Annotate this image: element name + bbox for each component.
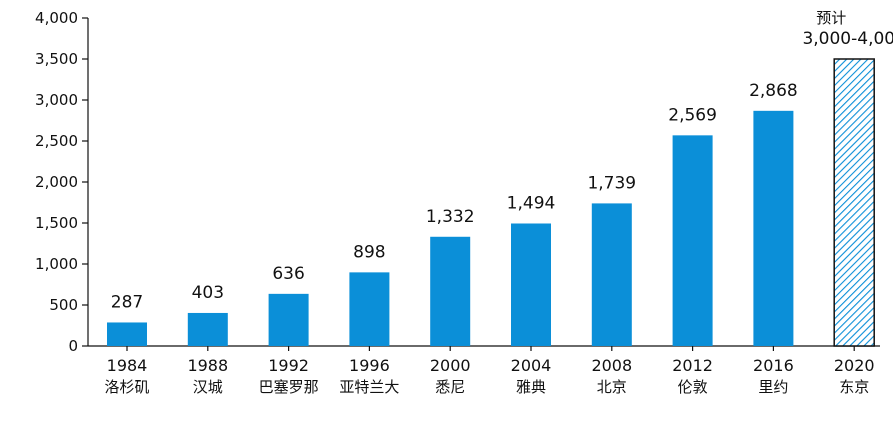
data-label: 1,494 [507,193,556,213]
x-tick-year-label: 2020 [834,356,875,375]
y-tick-label: 1,500 [35,214,78,232]
y-tick-label: 500 [49,296,78,314]
forecast-note: 预计 [816,9,846,27]
x-tick-city-label: 伦敦 [678,378,708,396]
x-tick-city-label: 汉城 [193,378,223,396]
x-tick-city-label: 北京 [597,378,627,396]
bar [591,203,632,346]
data-label: 3,000-4,000 [802,29,893,49]
x-axis: 1984 洛杉矶 1988 汉城 1992 巴塞罗那 1996 亚特兰大 2000 悉尼 2004 雅… [88,345,880,396]
bar [349,272,390,346]
bar [187,312,228,346]
x-tick-city-label: 悉尼 [435,378,465,396]
bar [672,135,713,346]
y-tick-label: 0 [68,337,78,355]
y-tick-label: 1,000 [35,255,78,273]
x-tick-year-label: 1996 [349,356,390,375]
y-tick-label: 3,000 [35,91,78,109]
data-label: 1,332 [426,207,475,227]
x-tick-year-label: 1984 [107,356,148,375]
y-tick-label: 2,000 [35,173,78,191]
data-label: 2,868 [749,81,798,101]
x-tick-city-label: 巴塞罗那 [259,378,319,396]
data-label: 287 [111,292,143,312]
data-label: 403 [192,283,224,303]
x-tick-city-label: 洛杉矶 [104,378,149,396]
bar [511,223,551,346]
bar [430,236,471,346]
x-tick-year-label: 2004 [511,356,552,375]
data-label: 2,569 [668,105,717,125]
x-tick-year-label: 1992 [268,356,309,375]
y-axis: 0 500 1,000 1,500 2,000 2,500 3,000 3,500 4,000 [35,9,89,355]
bar [107,322,147,346]
bar [268,293,309,346]
data-label: 898 [353,242,385,262]
x-tick-year-label: 1988 [187,356,228,375]
x-tick-year-label: 2012 [672,356,713,375]
y-tick-label: 2,500 [35,132,78,150]
y-tick-label: 3,500 [35,50,78,68]
x-tick-city-label: 东京 [839,378,869,396]
bar [753,110,794,346]
bars [107,58,875,347]
x-tick-city-label: 雅典 [516,378,546,396]
data-label: 636 [272,264,304,284]
x-tick-city-label: 亚特兰大 [339,378,399,396]
x-tick-city-label: 里约 [758,378,788,396]
data-label: 1,739 [587,173,636,193]
x-tick-year-label: 2016 [753,356,794,375]
x-tick-year-label: 2000 [430,356,471,375]
x-tick-year-label: 2008 [591,356,632,375]
data-labels: 287 403 636 898 1,332 1,494 1,739 2,569 2,868 3,0… [111,9,893,312]
forecast-bar [833,58,875,347]
y-tick-label: 4,000 [35,9,78,27]
